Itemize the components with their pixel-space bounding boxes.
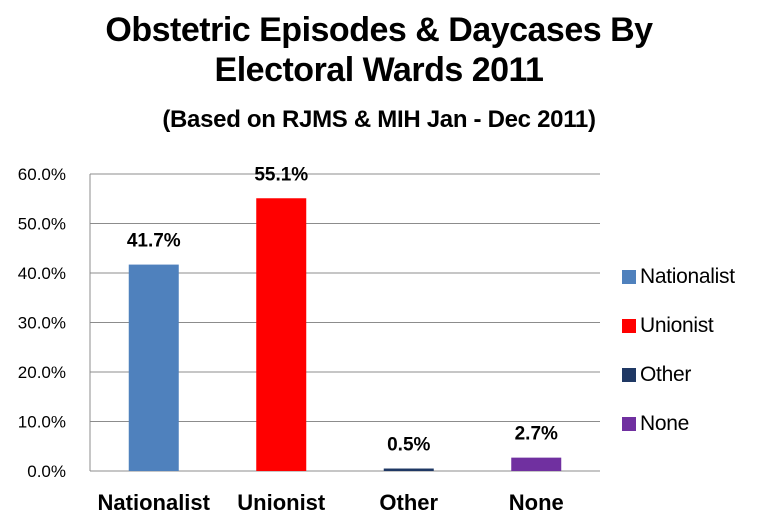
legend-label-nationalist: Nationalist bbox=[640, 264, 735, 288]
y-tick-label: 60.0% bbox=[18, 165, 66, 184]
chart-title-line2: Electoral Wards 2011 bbox=[214, 51, 544, 89]
x-tick-label: Other bbox=[379, 490, 438, 515]
y-tick-label: 10.0% bbox=[18, 413, 66, 432]
legend-item-other: Other bbox=[622, 363, 757, 386]
legend-label-other: Other bbox=[640, 362, 692, 386]
bar bbox=[128, 264, 179, 471]
legend-label-unionist: Unionist bbox=[640, 313, 714, 337]
x-tick-label: Nationalist bbox=[98, 490, 211, 515]
data-label: 55.1% bbox=[254, 164, 308, 185]
y-tick-label: 0.0% bbox=[27, 462, 66, 481]
bar bbox=[256, 198, 307, 471]
legend-swatch-none bbox=[622, 416, 636, 431]
x-tick-label: Unionist bbox=[237, 490, 326, 515]
data-label: 2.7% bbox=[515, 424, 558, 445]
data-label: 41.7% bbox=[127, 231, 181, 252]
y-tick-label: 20.0% bbox=[18, 363, 66, 382]
legend-label-none: None bbox=[640, 411, 690, 435]
y-tick-label: 30.0% bbox=[18, 314, 66, 333]
legend-item-nationalist: Nationalist bbox=[622, 265, 757, 288]
bar bbox=[383, 468, 434, 471]
legend-swatch-unionist bbox=[622, 318, 636, 333]
legend-swatch-nationalist bbox=[622, 269, 636, 284]
x-tick-label: None bbox=[509, 490, 564, 515]
legend-swatch-other bbox=[622, 367, 636, 382]
bar bbox=[511, 457, 562, 471]
legend-item-none: None bbox=[622, 412, 757, 435]
chart-title: Obstetric Episodes & Daycases By bbox=[105, 11, 653, 49]
y-tick-label: 40.0% bbox=[18, 264, 66, 283]
data-label: 0.5% bbox=[387, 435, 430, 456]
legend: Nationalist Unionist Other None bbox=[622, 265, 757, 461]
legend-item-unionist: Unionist bbox=[622, 314, 757, 337]
chart-subtitle: (Based on RJMS & MIH Jan - Dec 2011) bbox=[162, 106, 596, 133]
y-tick-label: 50.0% bbox=[18, 215, 66, 234]
